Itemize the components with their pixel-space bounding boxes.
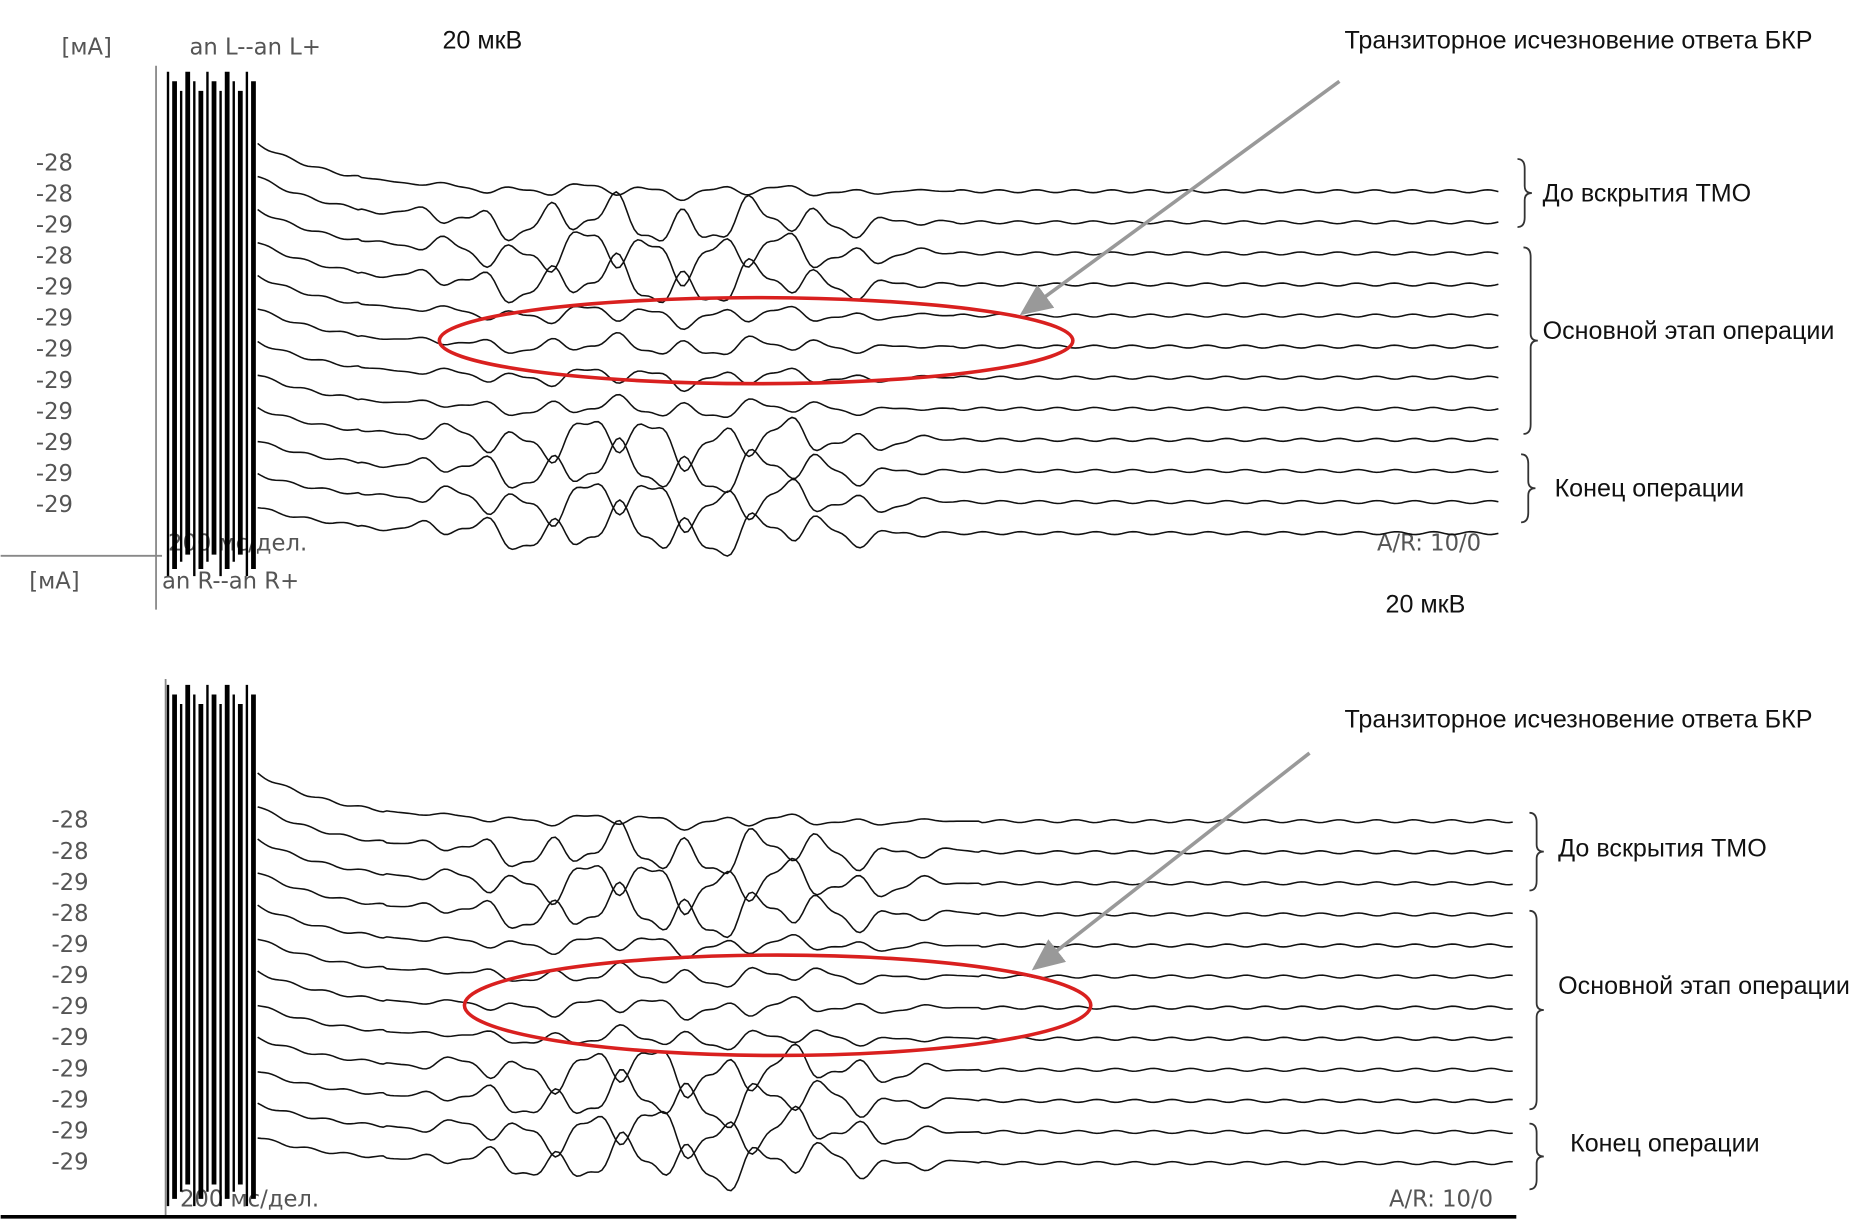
group-label: Основной этап операции (1558, 972, 1850, 1000)
row-label: -29 (51, 1087, 88, 1113)
brace (1529, 1122, 1544, 1191)
brace (1523, 246, 1538, 435)
trace (257, 970, 1513, 1021)
row-label: -29 (51, 994, 88, 1020)
group-label: До вскрытия ТМО (1543, 179, 1752, 207)
trace (257, 499, 1499, 557)
row-label: -29 (51, 1150, 88, 1176)
trace (257, 308, 1499, 356)
row-label: -29 (36, 306, 73, 332)
row-label: -28 (36, 243, 73, 269)
trace (257, 1131, 1513, 1192)
row-label: -28 (36, 181, 73, 207)
arrow (1031, 751, 1311, 971)
ar-label: A/R: 10/0 (1377, 530, 1481, 556)
row-label: -29 (36, 430, 73, 456)
trace (257, 938, 1513, 988)
trace (257, 274, 1499, 331)
row-label: -29 (36, 461, 73, 487)
trace (257, 838, 1513, 916)
trace (257, 1036, 1513, 1099)
row-label: -29 (51, 963, 88, 989)
row-label: -29 (36, 212, 73, 238)
row-label: -29 (51, 1025, 88, 1051)
unit-label: [мА] (29, 569, 79, 595)
row-label: -29 (51, 1056, 88, 1082)
trace (257, 806, 1513, 875)
time-label: 200 мс/дел. (168, 530, 307, 556)
trace (257, 1004, 1513, 1051)
row-label: -28 (51, 839, 88, 865)
trace (257, 872, 1513, 939)
row-label: -29 (36, 492, 73, 518)
row-label: -29 (36, 275, 73, 301)
row-label: -28 (51, 901, 88, 927)
group-label: До вскрытия ТМО (1558, 834, 1767, 862)
row-label: -28 (36, 150, 73, 176)
row-label: -28 (51, 808, 88, 834)
trace (257, 772, 1513, 831)
trace (257, 142, 1499, 202)
annotation: Транзиторное исчезновение ответа БКР (1344, 26, 1812, 54)
trace (257, 1069, 1513, 1129)
brace (1521, 453, 1536, 524)
brace (1529, 811, 1544, 892)
trace (257, 1102, 1513, 1160)
trace (257, 242, 1499, 304)
row-label: -29 (36, 337, 73, 363)
channel-label: an R--an R+ (162, 569, 299, 595)
trace (257, 208, 1499, 287)
row-label: -29 (51, 932, 88, 958)
row-label: -29 (51, 870, 88, 896)
scale-label: 20 мкВ (1386, 591, 1466, 619)
row-label: -29 (36, 368, 73, 394)
row-label: -29 (51, 1118, 88, 1144)
highlight (462, 953, 1093, 1058)
trace (257, 406, 1499, 473)
trace (257, 437, 1499, 494)
brace (1517, 158, 1532, 229)
highlight (437, 295, 1075, 386)
arrow (1019, 79, 1341, 316)
trace (257, 374, 1499, 418)
trace (257, 175, 1499, 242)
row-label: -29 (36, 399, 73, 425)
unit-label: [мА] (62, 34, 112, 60)
ar-label: A/R: 10/0 (1389, 1187, 1493, 1213)
trace (257, 904, 1513, 959)
trace (257, 472, 1499, 534)
annotation: Транзиторное исчезновение ответа БКР (1344, 705, 1812, 733)
group-label: Конец операции (1570, 1130, 1760, 1158)
channel-label: an L--an L+ (190, 34, 321, 60)
group-label: Конец операции (1555, 475, 1745, 503)
brace (1529, 909, 1544, 1111)
group-label: Основной этап операции (1543, 317, 1835, 345)
scale-label: 20 мкВ (442, 26, 522, 54)
